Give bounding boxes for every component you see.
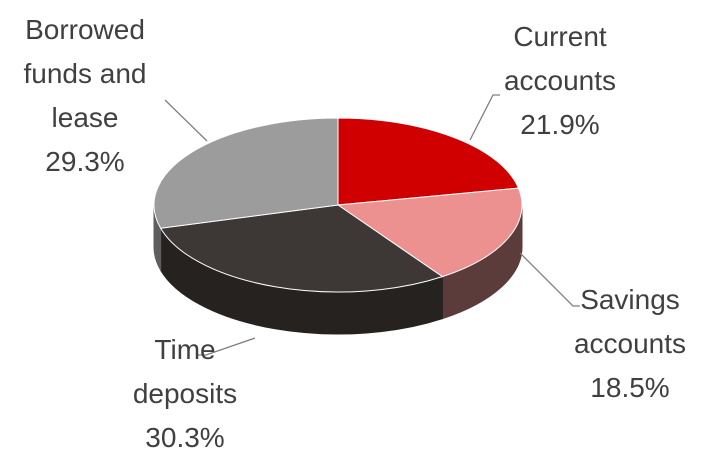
slice xyxy=(336,187,523,278)
slice xyxy=(159,204,444,293)
slice-label: Borrowed funds and lease 29.3% xyxy=(5,8,165,184)
value-label: 29.3% xyxy=(45,146,125,177)
leader-line xyxy=(164,99,208,142)
leader-line xyxy=(469,94,500,141)
slice-label: Current accounts 21.9% xyxy=(485,15,635,147)
value-label: 21.9% xyxy=(520,109,600,140)
slice-label: Time deposits 30.3% xyxy=(110,328,260,449)
value-label: 18.5% xyxy=(590,372,670,403)
category-label: Time deposits xyxy=(132,334,238,409)
leader-line xyxy=(519,252,580,307)
value-label: 30.3% xyxy=(145,422,225,449)
slice-label: Savings accounts 18.5% xyxy=(555,278,705,410)
slice xyxy=(337,117,520,206)
category-label: Current accounts xyxy=(503,21,617,96)
category-label: Borrowed funds and lease xyxy=(23,14,147,133)
category-label: Savings accounts xyxy=(573,284,687,359)
leader-line xyxy=(196,337,256,356)
slice xyxy=(153,117,339,229)
